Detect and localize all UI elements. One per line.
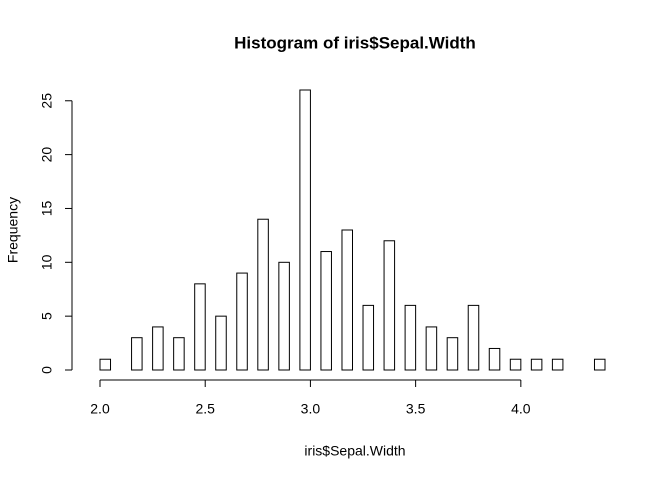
y-tick-label: 20 bbox=[39, 147, 55, 163]
x-tick-label: 4.0 bbox=[511, 401, 531, 417]
bar bbox=[257, 218, 269, 371]
bar bbox=[467, 304, 480, 371]
bar bbox=[362, 304, 375, 371]
y-tick-label: 15 bbox=[39, 200, 55, 216]
chart-title: Histogram of iris$Sepal.Width bbox=[234, 33, 476, 52]
bar bbox=[446, 337, 459, 371]
bar bbox=[551, 358, 564, 371]
bar bbox=[530, 358, 543, 371]
bar bbox=[215, 315, 227, 371]
bar bbox=[173, 337, 185, 371]
bar bbox=[404, 304, 417, 371]
bar bbox=[383, 240, 396, 371]
x-axis-label: iris$Sepal.Width bbox=[304, 443, 405, 459]
y-tick-label: 5 bbox=[39, 312, 55, 320]
bar bbox=[131, 337, 143, 371]
x-tick-label: 3.5 bbox=[406, 401, 426, 417]
bar bbox=[509, 358, 522, 371]
bar bbox=[236, 272, 248, 371]
bar bbox=[425, 326, 438, 371]
bar bbox=[99, 358, 112, 371]
y-axis-label: Frequency bbox=[5, 197, 21, 263]
bar bbox=[320, 251, 332, 371]
bar bbox=[152, 326, 164, 371]
x-tick-label: 3.0 bbox=[301, 401, 321, 417]
x-tick-label: 2.5 bbox=[195, 401, 215, 417]
bar bbox=[278, 261, 290, 371]
y-tick-label: 25 bbox=[39, 93, 55, 109]
y-tick-label: 10 bbox=[39, 254, 55, 270]
bar bbox=[341, 229, 353, 371]
bar bbox=[194, 283, 206, 371]
bar bbox=[299, 89, 311, 371]
bar bbox=[488, 347, 501, 371]
y-tick-label: 0 bbox=[39, 366, 55, 374]
x-tick-label: 2.0 bbox=[90, 401, 110, 417]
bar bbox=[593, 358, 606, 371]
